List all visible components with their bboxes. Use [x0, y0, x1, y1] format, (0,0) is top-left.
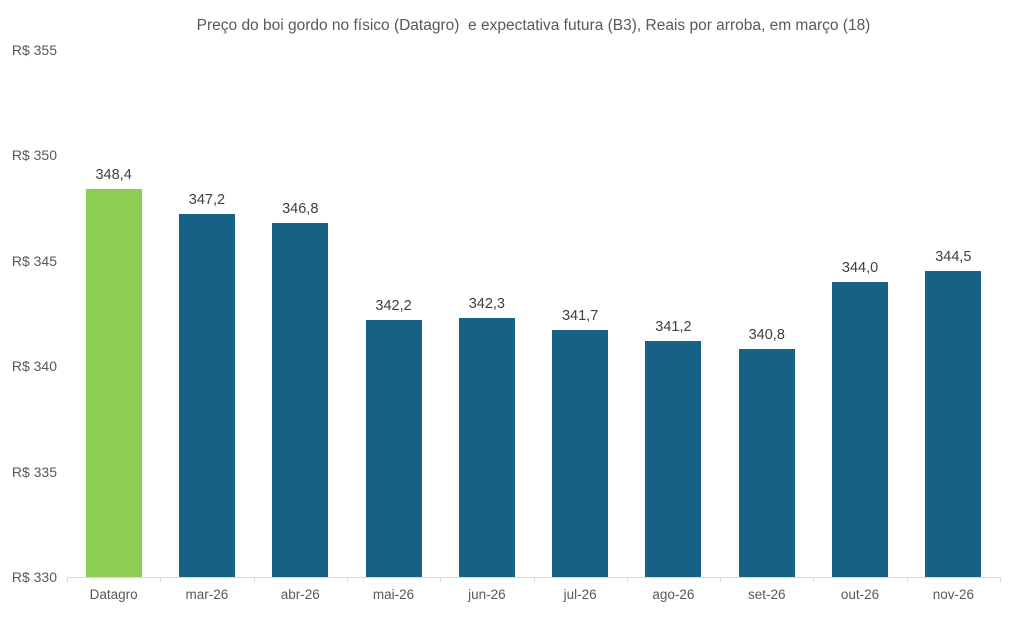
x-tick-label: set-26 [747, 587, 786, 602]
y-tick-label: R$ 330 [11, 569, 57, 585]
x-axis-tick [813, 577, 815, 582]
bar-set-26 [738, 349, 795, 577]
y-tick-label: R$ 350 [11, 147, 57, 164]
y-tick-label: R$ 340 [11, 358, 57, 375]
bar-out-26 [832, 281, 889, 577]
x-tick-label: mai-26 [372, 587, 415, 602]
bar-value-label: 341,7 [561, 308, 599, 325]
x-tick-label: jun-26 [468, 587, 506, 602]
x-axis-tick [1000, 577, 1001, 582]
bar-mar-26 [178, 214, 235, 577]
x-tick-label: mar-26 [185, 587, 229, 602]
x-tick-label: jul-26 [563, 587, 597, 602]
x-axis-tick [720, 577, 722, 582]
bar-abr-26 [272, 222, 329, 577]
bar-value-label: 344,5 [935, 249, 972, 266]
bar-value-label: 341,2 [655, 318, 692, 335]
x-axis-tick [906, 577, 908, 582]
bar-datagro [85, 189, 142, 577]
bar-jul-26 [552, 330, 609, 577]
bar-nov-26 [925, 271, 982, 577]
bar-jun-26 [458, 317, 515, 577]
bar-ago-26 [645, 340, 702, 577]
bar-value-label: 342,3 [468, 295, 505, 312]
bar-value-label: 347,2 [188, 192, 226, 209]
bar-value-label: 340,8 [748, 327, 785, 344]
bar-value-label: 348,4 [95, 167, 132, 184]
x-tick-label: Datagro [89, 587, 138, 602]
x-axis-tick [253, 577, 255, 582]
chart-title: Preço do boi gordo no físico (Datagro) e… [196, 17, 871, 34]
x-tick-label: abr-26 [280, 587, 320, 602]
x-axis-tick [440, 577, 442, 582]
x-axis-tick [67, 577, 68, 582]
x-axis-tick [160, 577, 162, 582]
y-tick-label: R$ 345 [11, 252, 57, 269]
x-axis-tick [346, 577, 348, 582]
bar-mai-26 [365, 319, 422, 577]
bar-value-label: 342,2 [375, 297, 412, 314]
y-tick-label: R$ 355 [11, 42, 57, 58]
y-tick-label: R$ 335 [11, 463, 57, 480]
x-tick-label: ago-26 [652, 587, 695, 602]
x-axis-tick [626, 577, 628, 582]
x-tick-label: out-26 [840, 587, 880, 602]
bar-value-label: 344,0 [841, 259, 879, 276]
x-tick-label: nov-26 [932, 587, 974, 602]
bar-value-label: 346,8 [282, 200, 319, 217]
x-axis-tick [533, 577, 535, 582]
